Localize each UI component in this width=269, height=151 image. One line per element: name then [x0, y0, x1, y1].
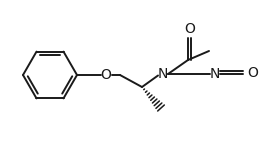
Text: N: N: [158, 67, 168, 81]
Text: O: O: [247, 66, 259, 80]
Text: N: N: [210, 67, 220, 81]
Text: O: O: [184, 22, 195, 36]
Text: O: O: [101, 68, 111, 82]
